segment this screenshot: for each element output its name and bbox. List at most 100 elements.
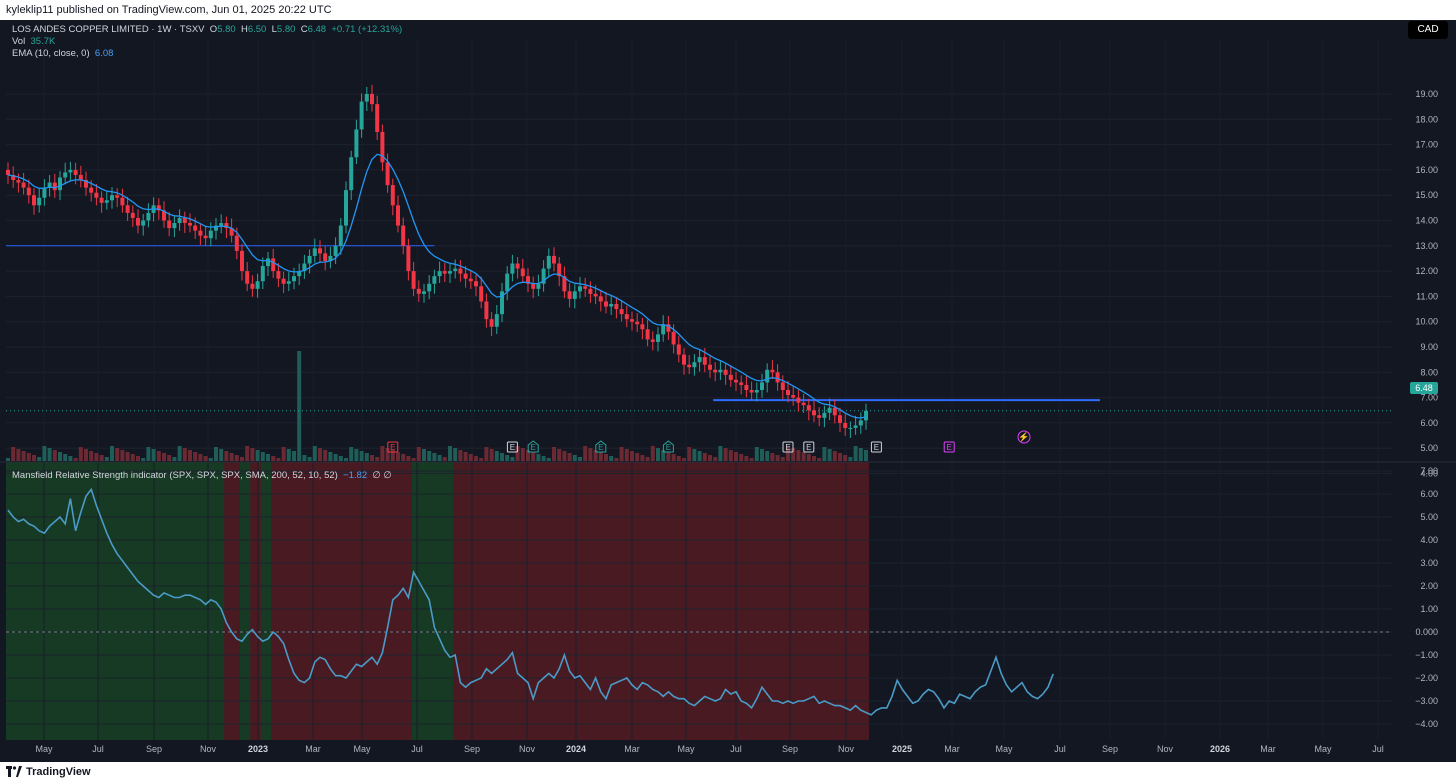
volume-bar: [463, 452, 468, 461]
earnings-marker: [803, 441, 815, 453]
volume-bar: [744, 456, 749, 461]
time-tick-label: Jul: [730, 744, 742, 754]
candle-body: [739, 382, 744, 385]
volume-bar: [94, 453, 99, 461]
volume-bar: [708, 455, 712, 461]
candle-body: [364, 94, 369, 102]
mrs-tick-label: −2.00: [1415, 673, 1438, 683]
time-tick-label: Jul: [411, 744, 423, 754]
volume-bar: [567, 453, 572, 461]
candle-body: [47, 182, 52, 188]
high-value: 6.50: [247, 24, 267, 35]
candle-body: [838, 415, 842, 423]
volume-bar: [510, 457, 515, 461]
earnings-marker-label: E: [947, 443, 952, 452]
volume-bar: [281, 447, 286, 461]
candle-body: [567, 291, 572, 299]
close-label: C: [300, 24, 308, 35]
volume-bar: [661, 450, 666, 461]
candle-body: [411, 271, 416, 289]
candle-body: [240, 250, 244, 272]
volume-bar: [728, 450, 733, 461]
candle-body: [666, 324, 671, 332]
volume-bar: [229, 453, 234, 461]
volume-bar: [104, 457, 109, 461]
volume-bar: [791, 448, 796, 461]
price-chart[interactable]: E E E E E E E E E 19.00 18.00 17.00 16.00 15.00 14.00…: [0, 20, 1456, 762]
candle-body: [692, 362, 697, 368]
candle-body: [494, 314, 499, 327]
last-price-label: 6.48: [1415, 383, 1433, 393]
volume-bar: [702, 453, 707, 461]
volume-bar: [858, 448, 863, 461]
candle-body: [58, 177, 62, 191]
candle-body: [188, 223, 192, 226]
candle-body: [723, 369, 728, 375]
candle-body: [531, 283, 536, 289]
volume-bar: [21, 451, 26, 461]
price-tick-label: 6.00: [1420, 418, 1438, 428]
candle-body: [416, 288, 421, 294]
volume-bar: [375, 457, 380, 461]
volume-bar: [650, 446, 655, 461]
volume-bar: [396, 452, 400, 461]
candle-body: [312, 248, 317, 256]
candle-body: [292, 276, 296, 282]
earnings-marker-label: E: [531, 443, 536, 452]
mrs-tick-label: 6.00: [1420, 489, 1438, 499]
candle-body: [146, 212, 151, 221]
symbol-legend: LOS ANDES COPPER LIMITED · 1W · TSXV O5.…: [12, 24, 402, 35]
candle-body: [390, 185, 395, 206]
volume-bar: [572, 455, 577, 461]
candle-body: [432, 276, 437, 284]
volume-bar: [68, 456, 73, 461]
volume-bar: [156, 451, 161, 461]
volume-bar: [817, 458, 822, 461]
candle-body: [260, 266, 265, 282]
mrs-visibility-icons[interactable]: ∅ ∅: [372, 470, 392, 481]
volume-bar: [796, 450, 801, 461]
volume-bar: [406, 456, 411, 461]
candle-body: [427, 283, 432, 292]
candle-body: [474, 281, 478, 287]
candle-body: [853, 425, 858, 428]
volume-bar: [479, 458, 484, 461]
low-value: 5.80: [276, 24, 296, 35]
change-value: +0.71 (+12.31%): [331, 24, 403, 35]
time-tick-label: May: [677, 744, 695, 754]
candle-body: [156, 205, 161, 211]
volume-label: Vol: [12, 36, 26, 47]
volume-bar: [333, 454, 338, 461]
candle-body: [307, 255, 312, 264]
open-label: O: [209, 24, 218, 35]
candle-body: [609, 303, 614, 307]
mrs-axis: 7.00 6.00 5.00 4.00 3.00 2.00 1.00 0.000 −1.00 −2…: [1415, 466, 1438, 729]
volume-bar: [344, 458, 348, 461]
candle-body: [234, 235, 239, 251]
footer-bar: TradingView: [0, 762, 1456, 781]
mrs-tick-label: 3.00: [1420, 558, 1438, 568]
volume-bar: [208, 458, 213, 461]
mrs-green-zone: [260, 462, 271, 740]
candle-body: [323, 253, 328, 261]
volume-bar: [11, 447, 16, 461]
mrs-green-zone: [6, 462, 225, 740]
candle-body: [286, 281, 291, 284]
price-tick-label: 13.00: [1415, 241, 1438, 251]
candle-body: [843, 422, 848, 428]
candle-body: [385, 162, 390, 186]
volume-bar: [697, 451, 702, 461]
price-tick-label: 17.00: [1415, 140, 1438, 150]
candle-body: [682, 354, 686, 365]
candle-body: [619, 309, 624, 315]
candle-body: [375, 104, 380, 132]
currency-button[interactable]: CAD: [1408, 21, 1448, 39]
volume-bar: [718, 446, 723, 461]
time-tick-label: Mar: [944, 744, 960, 754]
candle-body: [333, 245, 338, 256]
volume-bar: [578, 457, 582, 461]
ema-value: 6.08: [94, 48, 114, 59]
candle-body: [765, 369, 770, 383]
candle-body: [744, 384, 749, 391]
published-bar: kyleklip11 published on TradingView.com,…: [0, 0, 1456, 20]
